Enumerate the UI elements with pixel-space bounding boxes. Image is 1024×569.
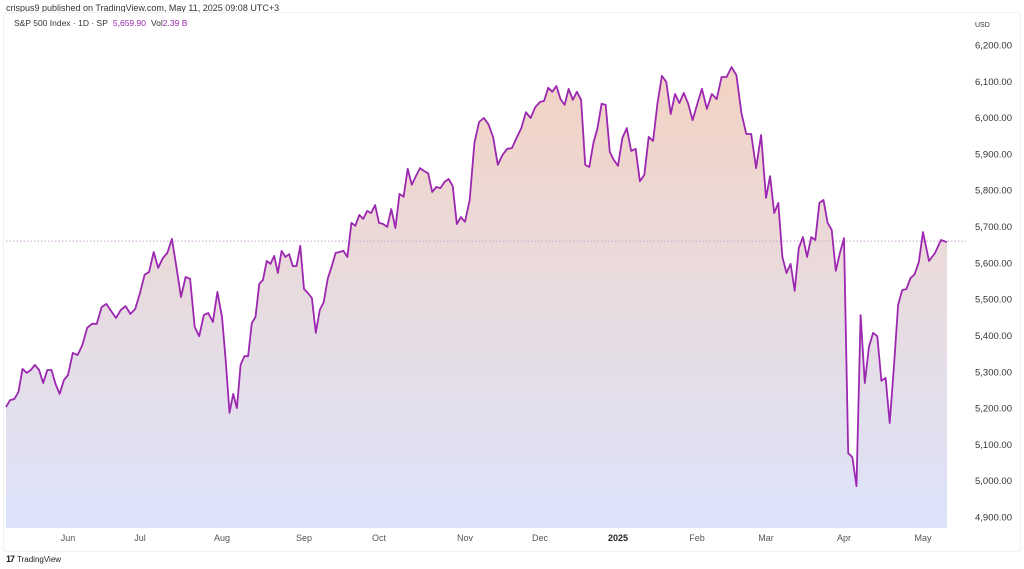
y-tick-label: 4,900.00: [975, 513, 1012, 524]
tradingview-logo-icon: 17: [6, 554, 15, 564]
y-tick-label: 5,700.00: [975, 222, 1012, 233]
currency-label: USD: [975, 22, 990, 29]
brand-name: TradingView: [17, 554, 62, 564]
y-tick-label: 5,800.00: [975, 186, 1012, 197]
x-tick-label: Feb: [689, 533, 705, 543]
x-tick-label: Jul: [134, 533, 146, 543]
symbol-legend: S&P 500 Index · 1D · SP 5,659.90 Vol2.39…: [14, 18, 187, 28]
x-tick-label: Dec: [532, 533, 549, 543]
x-tick-label: Mar: [758, 533, 774, 543]
y-tick-label: 5,000.00: [975, 476, 1012, 487]
y-tick-label: 5,100.00: [975, 440, 1012, 451]
x-tick-label: Oct: [372, 533, 387, 543]
x-tick-label: Sep: [296, 533, 312, 543]
x-tick-label: Jun: [61, 533, 76, 543]
price-area-fill: [6, 67, 947, 528]
volume-label: Vol: [150, 18, 163, 28]
volume-value: 2.39 B: [162, 18, 188, 28]
publisher-info: crispus9 published on TradingView.com, M…: [6, 3, 280, 13]
y-tick-label: 5,500.00: [975, 295, 1012, 306]
chart-frame: [3, 12, 1021, 552]
y-tick-label: 5,900.00: [975, 149, 1012, 160]
x-tick-label: 2025: [608, 533, 628, 543]
y-tick-label: 5,400.00: [975, 331, 1012, 342]
y-tick-label: 5,300.00: [975, 367, 1012, 378]
symbol-label[interactable]: S&P 500 Index · 1D · SP: [14, 18, 108, 28]
y-tick-label: 5,200.00: [975, 404, 1012, 415]
x-tick-label: Aug: [214, 533, 230, 543]
y-tick-label: 6,200.00: [975, 41, 1012, 52]
x-tick-label: Apr: [837, 533, 851, 543]
last-price: 5,659.90: [112, 18, 146, 28]
price-line: [5, 66, 948, 487]
tradingview-footer[interactable]: 17 TradingView: [6, 554, 61, 564]
y-tick-label: 6,100.00: [975, 77, 1012, 88]
y-tick-label: 5,600.00: [975, 258, 1012, 269]
x-tick-label: May: [914, 533, 932, 543]
y-tick-label: 6,000.00: [975, 113, 1012, 124]
x-tick-label: Nov: [457, 533, 474, 543]
